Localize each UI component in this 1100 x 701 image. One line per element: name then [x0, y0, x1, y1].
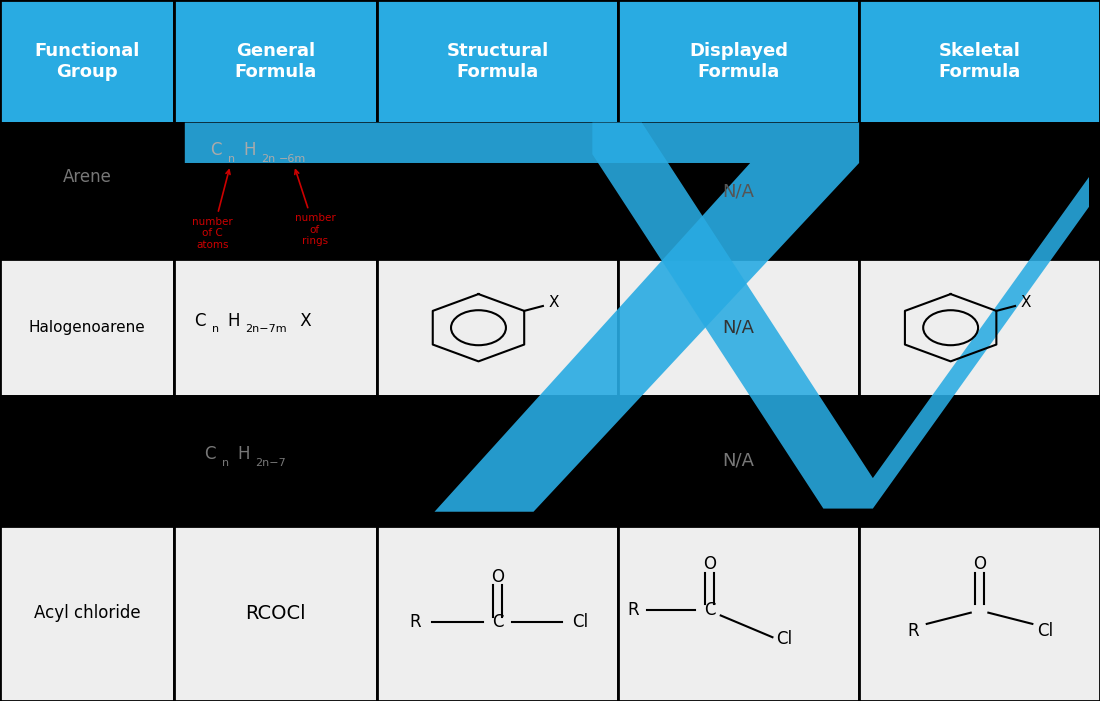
Text: Displayed
Formula: Displayed Formula	[689, 42, 789, 81]
Text: C: C	[194, 312, 206, 330]
Bar	[377, 123, 618, 259]
Bar	[859, 526, 1100, 701]
Text: Cl: Cl	[572, 613, 588, 631]
Text: Acyl chloride: Acyl chloride	[34, 604, 140, 622]
Text: n: n	[211, 325, 219, 334]
Text: RCOCl: RCOCl	[245, 604, 306, 623]
Text: O: O	[703, 555, 716, 573]
Text: number
of C
atoms: number of C atoms	[192, 170, 233, 250]
Bar	[174, 123, 377, 259]
Bar	[859, 123, 1100, 259]
Text: 2n−7m: 2n−7m	[244, 325, 286, 334]
Bar	[0, 396, 174, 526]
Text: Arene: Arene	[63, 168, 111, 186]
Bar	[377, 0, 618, 123]
Bar	[174, 259, 377, 396]
Bar	[618, 259, 859, 396]
Text: Cl: Cl	[1037, 622, 1054, 640]
Text: Functional
Group: Functional Group	[34, 42, 140, 81]
Text: R: R	[409, 613, 421, 631]
Polygon shape	[185, 123, 859, 512]
Bar	[859, 0, 1100, 123]
Bar	[618, 396, 859, 526]
Bar	[618, 123, 859, 259]
Text: X: X	[549, 295, 559, 310]
Text: C: C	[492, 613, 504, 631]
Text: X: X	[1021, 295, 1031, 310]
Text: C: C	[704, 601, 715, 619]
Bar	[0, 123, 174, 259]
Bar	[377, 526, 618, 701]
Bar	[0, 0, 174, 123]
Polygon shape	[593, 123, 1089, 509]
Bar	[859, 259, 1100, 396]
Text: Halogenoarene: Halogenoarene	[29, 320, 145, 335]
Text: Skeletal
Formula: Skeletal Formula	[938, 42, 1021, 81]
Text: n: n	[222, 458, 229, 468]
Text: H: H	[238, 445, 250, 463]
Text: H: H	[227, 312, 240, 330]
Text: R: R	[627, 601, 639, 619]
Bar	[0, 526, 174, 701]
Text: C: C	[210, 141, 222, 159]
Text: Cl: Cl	[776, 630, 792, 648]
Text: Structural
Formula: Structural Formula	[447, 42, 549, 81]
Bar	[618, 526, 859, 701]
Bar	[859, 396, 1100, 526]
Bar	[0, 259, 174, 396]
Text: 2n−7: 2n−7	[255, 458, 286, 468]
Text: −6m: −6m	[278, 154, 306, 164]
Bar	[174, 526, 377, 701]
Text: N/A: N/A	[723, 182, 755, 200]
Text: O: O	[492, 568, 504, 585]
Text: C: C	[205, 445, 216, 463]
Text: X: X	[295, 312, 312, 330]
Bar	[377, 396, 618, 526]
Bar	[618, 0, 859, 123]
Text: General
Formula: General Formula	[234, 42, 317, 81]
Bar	[174, 0, 377, 123]
Text: N/A: N/A	[723, 452, 755, 470]
Text: R: R	[908, 622, 920, 640]
Text: n: n	[228, 154, 235, 164]
Text: 2n: 2n	[261, 154, 275, 164]
Text: N/A: N/A	[723, 319, 755, 336]
Bar	[174, 396, 377, 526]
Text: number
of
rings: number of rings	[295, 170, 336, 246]
Bar	[377, 259, 618, 396]
Text: H: H	[243, 141, 256, 159]
Text: O: O	[974, 555, 986, 573]
